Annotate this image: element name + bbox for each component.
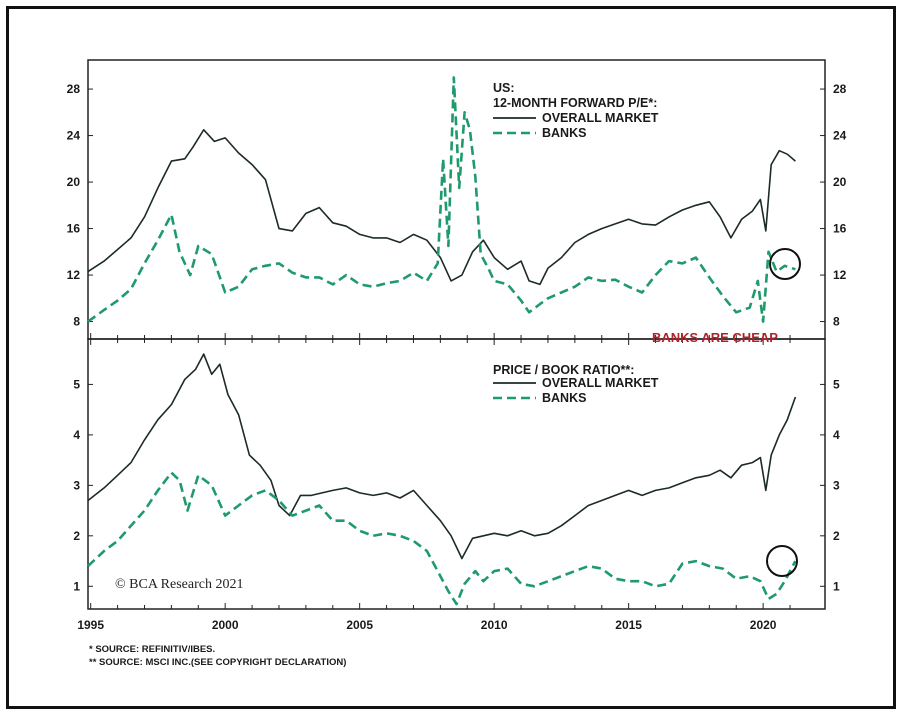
footnote-1: * SOURCE: REFINITIV/IBES. bbox=[89, 644, 215, 655]
bottom-legend-market-label: OVERALL MARKET bbox=[542, 376, 659, 390]
x-tick-label: 2005 bbox=[346, 618, 373, 632]
top-legend-banks-label: BANKS bbox=[542, 126, 586, 140]
y-tick-label-left: 1 bbox=[73, 579, 80, 593]
copyright-credit: © BCA Research 2021 bbox=[115, 577, 243, 592]
y-tick-label-right: 2 bbox=[833, 529, 840, 543]
y-tick-label-left: 20 bbox=[67, 175, 81, 189]
y-tick-label-right: 1 bbox=[833, 579, 840, 593]
chart-frame bbox=[6, 6, 896, 709]
x-tick-label: 2015 bbox=[615, 618, 642, 632]
y-tick-label-left: 3 bbox=[73, 478, 80, 492]
pe-market-line bbox=[87, 129, 796, 286]
y-tick-label-right: 24 bbox=[833, 129, 847, 143]
y-tick-label-right: 16 bbox=[833, 222, 847, 236]
pb-market-line bbox=[87, 353, 797, 560]
top-legend-market-label: OVERALL MARKET bbox=[542, 111, 659, 125]
y-tick-label-right: 3 bbox=[833, 478, 840, 492]
top-panel-border bbox=[87, 59, 826, 340]
y-tick-label-right: 12 bbox=[833, 268, 847, 282]
y-tick-label-left: 4 bbox=[73, 428, 80, 442]
y-tick-label-right: 28 bbox=[833, 82, 847, 96]
y-tick-label-right: 8 bbox=[833, 315, 840, 329]
y-tick-label-left: 28 bbox=[67, 82, 81, 96]
bottom-highlight-circle bbox=[766, 545, 798, 577]
x-tick-label: 2000 bbox=[212, 618, 239, 632]
x-tick-label: 2020 bbox=[750, 618, 777, 632]
y-tick-label-left: 24 bbox=[67, 129, 81, 143]
y-tick-label-left: 5 bbox=[73, 377, 80, 391]
y-tick-label-left: 12 bbox=[67, 268, 81, 282]
y-tick-label-right: 4 bbox=[833, 428, 840, 442]
x-tick-label: 1995 bbox=[77, 618, 104, 632]
top-legend-subtitle: 12-MONTH FORWARD P/E*: bbox=[493, 96, 657, 110]
x-tick-label: 2010 bbox=[481, 618, 508, 632]
y-tick-label-right: 20 bbox=[833, 175, 847, 189]
banks-are-cheap-callout: BANKS ARE CHEAP bbox=[652, 330, 778, 345]
bottom-panel-border bbox=[87, 338, 826, 610]
y-tick-label-left: 16 bbox=[67, 222, 81, 236]
top-highlight-circle bbox=[769, 248, 801, 280]
y-tick-label-left: 8 bbox=[73, 315, 80, 329]
series-layer bbox=[87, 76, 797, 606]
top-legend-title: US: bbox=[493, 81, 515, 95]
pb-banks-line bbox=[87, 471, 797, 606]
footnote-2: ** SOURCE: MSCI INC.(SEE COPYRIGHT DECLA… bbox=[89, 657, 346, 668]
pe-banks-line bbox=[87, 76, 796, 323]
bottom-legend-title: PRICE / BOOK RATIO**: bbox=[493, 363, 634, 377]
y-tick-label-left: 2 bbox=[73, 529, 80, 543]
bottom-legend-banks-label: BANKS bbox=[542, 391, 586, 405]
y-tick-label-right: 5 bbox=[833, 377, 840, 391]
